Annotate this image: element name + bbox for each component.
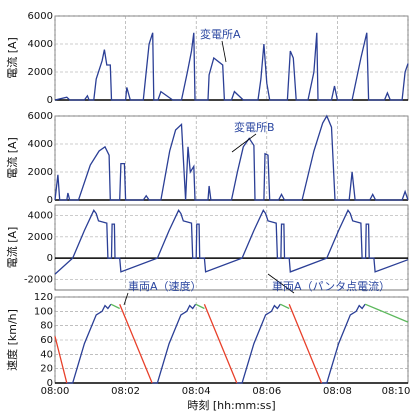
annotation: 変電所A <box>200 27 241 41</box>
y-tick-label: 120 <box>34 292 53 303</box>
data-line <box>66 303 366 384</box>
y-tick-label: 60 <box>40 335 53 346</box>
y-tick-label: 80 <box>40 321 53 332</box>
y-tick-label: 6000 <box>28 111 53 122</box>
y-tick-label: 4000 <box>28 39 53 50</box>
y-tick-label: 2000 <box>28 167 53 178</box>
annotation: 車両A（速度） <box>128 279 202 293</box>
y-axis-label: 電流 [A] <box>5 37 19 79</box>
data-line <box>110 303 409 323</box>
x-tick-label: 08:08 <box>323 386 352 397</box>
y-axis-label: 電流 [A] <box>5 227 19 269</box>
y-tick-label: 2000 <box>28 232 53 243</box>
y-tick-label: 40 <box>40 349 53 360</box>
x-tick-label: 08:00 <box>41 386 70 397</box>
y-tick-label: -2000 <box>24 274 53 285</box>
annotation-leader <box>221 40 227 63</box>
x-tick-label: 08:10 <box>382 386 411 397</box>
data-line <box>54 209 409 275</box>
plot-area <box>54 115 409 201</box>
annotation: 車両A（パンタ点電流） <box>272 279 390 293</box>
y-tick-label: 20 <box>40 364 53 375</box>
x-tick-label: 08:06 <box>252 386 281 397</box>
x-tick-label: 08:04 <box>182 386 211 397</box>
annotation-leader <box>231 133 257 153</box>
annotation: 変電所B <box>234 120 275 134</box>
y-axis-label: 電流 [A] <box>5 137 19 179</box>
y-tick-label: 6000 <box>28 11 53 22</box>
data-line <box>54 303 323 384</box>
y-tick-label: 0 <box>47 95 53 106</box>
y-tick-label: 2000 <box>28 67 53 78</box>
plot-area <box>54 15 409 101</box>
y-tick-label: 0 <box>47 195 53 206</box>
data-line <box>54 114 409 201</box>
y-tick-label: 100 <box>34 306 53 317</box>
data-line <box>54 32 409 101</box>
y-tick-label: 0 <box>47 253 53 264</box>
x-axis-label: 時刻 [hh:mm:ss] <box>187 398 275 412</box>
annotation-leader <box>267 273 295 294</box>
plot-area <box>54 204 409 291</box>
y-tick-label: 0 <box>47 378 53 389</box>
y-axis-label: 速度 [km/h] <box>5 309 19 371</box>
x-tick-label: 08:02 <box>111 386 140 397</box>
annotation-leader <box>123 292 129 306</box>
y-tick-label: 4000 <box>28 211 53 222</box>
y-tick-label: 4000 <box>28 139 53 150</box>
